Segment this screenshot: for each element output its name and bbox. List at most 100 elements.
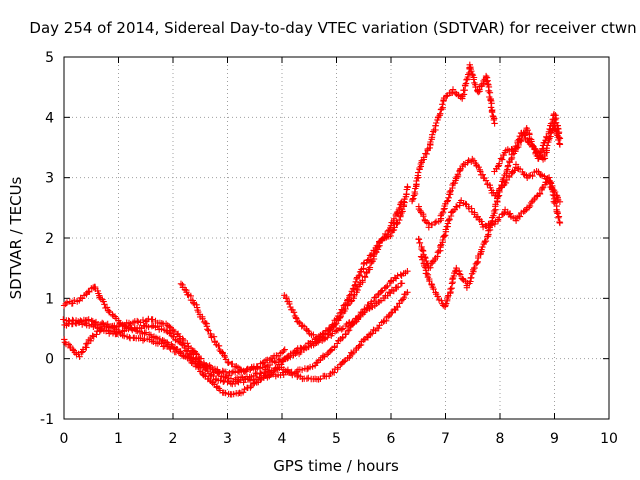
data-point: [434, 293, 441, 300]
data-point: [453, 173, 460, 181]
data-point: [437, 110, 444, 117]
data-point: [286, 300, 293, 308]
data-point: [334, 340, 341, 347]
data-point: [310, 331, 317, 338]
data-point: [397, 271, 404, 278]
data-point: [477, 168, 484, 175]
data-marks: [60, 61, 564, 398]
data-point: [394, 283, 402, 291]
data-point: [210, 333, 218, 340]
data-point: [351, 282, 358, 289]
data-point: [437, 242, 444, 249]
data-point: [100, 298, 107, 305]
data-point: [488, 109, 496, 116]
y-tick-label: 4: [45, 110, 54, 126]
series-pass-i: [415, 174, 564, 272]
x-axis-label: GPS time / hours: [273, 457, 399, 475]
data-point: [468, 68, 475, 75]
data-point: [369, 330, 376, 337]
data-point: [556, 141, 564, 148]
data-point: [190, 299, 197, 306]
data-point: [104, 320, 111, 328]
data-point: [287, 350, 294, 357]
data-point: [355, 272, 362, 280]
data-point: [423, 270, 430, 277]
data-point: [281, 346, 288, 353]
data-point: [411, 188, 418, 196]
data-point: [69, 346, 77, 353]
data-point: [543, 134, 551, 141]
x-tick-label: 4: [278, 431, 287, 447]
data-point: [447, 285, 454, 293]
data-point: [158, 320, 165, 327]
data-point: [404, 289, 411, 296]
data-point: [174, 330, 182, 337]
data-point: [391, 224, 398, 231]
data-point: [368, 251, 376, 258]
data-point: [398, 297, 405, 304]
data-point: [60, 302, 68, 309]
data-point: [185, 354, 193, 361]
data-point: [390, 287, 397, 295]
data-point: [342, 330, 350, 338]
data-point: [494, 163, 502, 170]
data-point: [457, 271, 464, 278]
data-point: [443, 198, 451, 205]
data-point: [487, 97, 494, 104]
data-point: [490, 116, 497, 124]
data-point: [284, 366, 292, 373]
data-point: [439, 101, 446, 108]
data-point: [491, 120, 498, 127]
data-point: [443, 93, 450, 100]
data-point: [368, 298, 375, 305]
data-point: [215, 370, 222, 377]
data-point: [366, 264, 374, 271]
data-point: [121, 322, 128, 329]
data-point: [555, 214, 562, 221]
data-point: [159, 337, 166, 344]
data-point: [433, 119, 440, 127]
data-point: [496, 214, 503, 221]
data-point: [388, 309, 395, 317]
y-tick-label: 5: [45, 50, 54, 66]
data-point: [454, 171, 462, 178]
y-axis-label: SDTVAR / TECUs: [7, 176, 25, 299]
data-point: [355, 313, 362, 321]
data-point: [427, 138, 434, 146]
data-point: [512, 161, 520, 168]
data-point: [349, 320, 357, 327]
data-point: [91, 319, 98, 327]
data-point: [364, 257, 371, 264]
data-point: [323, 351, 331, 358]
data-point: [257, 376, 264, 384]
data-point: [89, 332, 96, 339]
data-point: [264, 368, 272, 375]
series-pass-c: [61, 289, 411, 385]
data-point: [486, 89, 494, 96]
data-point: [392, 275, 400, 282]
data-point: [516, 137, 524, 144]
x-tick-label: 7: [441, 431, 450, 447]
data-point: [361, 274, 369, 281]
data-point: [486, 224, 493, 231]
data-point: [451, 179, 459, 187]
data-point: [497, 155, 505, 162]
data-point: [499, 156, 506, 163]
data-point: [63, 299, 71, 306]
data-point: [134, 317, 141, 325]
data-point: [205, 327, 212, 334]
data-point: [192, 350, 200, 357]
data-point: [380, 318, 387, 325]
data-point: [142, 318, 149, 325]
x-tick-label: 9: [550, 431, 559, 447]
x-tick-label: 6: [387, 431, 396, 447]
data-point: [128, 325, 135, 332]
data-point: [465, 157, 472, 164]
data-point: [430, 285, 437, 293]
data-point: [420, 154, 428, 161]
data-point: [99, 319, 106, 327]
data-point: [184, 340, 191, 347]
data-point: [179, 335, 186, 342]
data-point: [289, 371, 296, 379]
data-point: [301, 343, 309, 351]
